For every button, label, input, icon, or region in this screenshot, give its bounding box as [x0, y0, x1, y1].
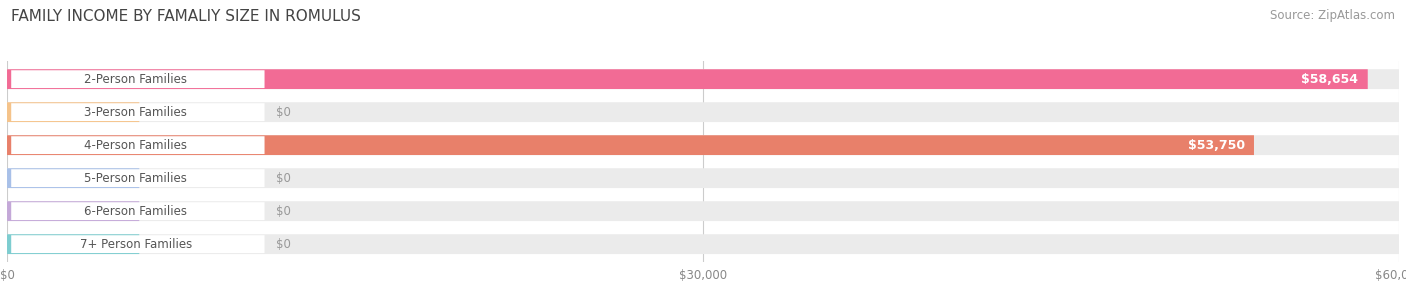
FancyBboxPatch shape — [7, 201, 139, 221]
FancyBboxPatch shape — [11, 235, 264, 253]
Text: Source: ZipAtlas.com: Source: ZipAtlas.com — [1270, 9, 1395, 22]
FancyBboxPatch shape — [7, 168, 1399, 188]
FancyBboxPatch shape — [7, 201, 1399, 221]
Text: 2-Person Families: 2-Person Families — [84, 73, 187, 86]
Text: $0: $0 — [276, 106, 291, 119]
Text: 7+ Person Families: 7+ Person Families — [80, 238, 191, 251]
Text: FAMILY INCOME BY FAMALIY SIZE IN ROMULUS: FAMILY INCOME BY FAMALIY SIZE IN ROMULUS — [11, 9, 361, 24]
FancyBboxPatch shape — [7, 102, 139, 122]
FancyBboxPatch shape — [11, 202, 264, 220]
FancyBboxPatch shape — [7, 168, 139, 188]
FancyBboxPatch shape — [11, 103, 264, 121]
Text: $53,750: $53,750 — [1188, 139, 1244, 152]
FancyBboxPatch shape — [7, 135, 1399, 155]
FancyBboxPatch shape — [11, 136, 264, 154]
Text: $0: $0 — [276, 238, 291, 251]
Text: $0: $0 — [276, 172, 291, 185]
FancyBboxPatch shape — [7, 69, 1368, 89]
FancyBboxPatch shape — [11, 169, 264, 187]
Text: 5-Person Families: 5-Person Families — [84, 172, 187, 185]
FancyBboxPatch shape — [7, 102, 1399, 122]
FancyBboxPatch shape — [7, 135, 1254, 155]
Text: 4-Person Families: 4-Person Families — [84, 139, 187, 152]
Text: $58,654: $58,654 — [1302, 73, 1358, 86]
FancyBboxPatch shape — [7, 234, 1399, 254]
FancyBboxPatch shape — [11, 70, 264, 88]
FancyBboxPatch shape — [7, 234, 139, 254]
Text: $0: $0 — [276, 205, 291, 218]
FancyBboxPatch shape — [7, 69, 1399, 89]
Text: 6-Person Families: 6-Person Families — [84, 205, 187, 218]
Text: 3-Person Families: 3-Person Families — [84, 106, 187, 119]
